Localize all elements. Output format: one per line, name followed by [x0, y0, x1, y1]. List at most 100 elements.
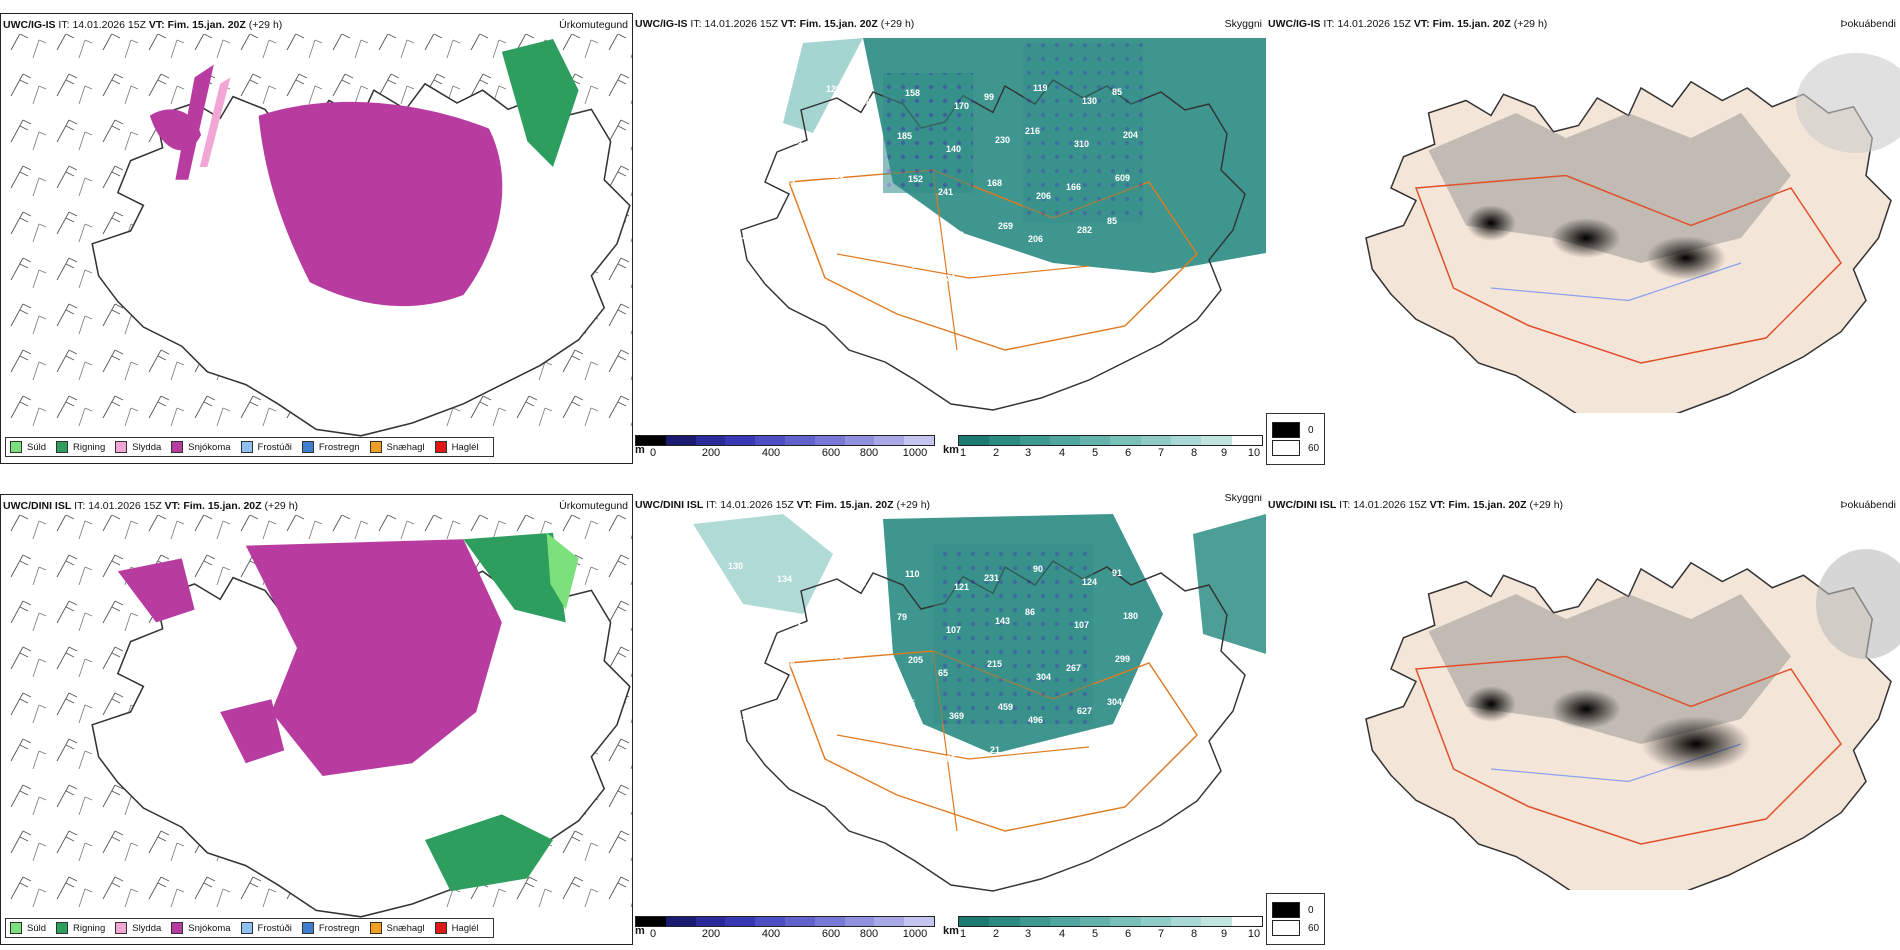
cloud-map: 107 98 129 148 158 170 99 119 130 85 16 251 131 110 18…	[728, 38, 1266, 411]
tick: 400	[761, 447, 781, 459]
legend-swatch	[240, 441, 253, 453]
legend-swatch	[301, 441, 314, 453]
tick: 200	[701, 928, 721, 940]
cbar-seg	[1080, 436, 1111, 445]
panel-title: UWC/IG-IS IT: 14.01.2026 15Z VT: Fim. 15…	[635, 18, 915, 30]
cbar-seg	[784, 917, 815, 926]
cloud-height-label: 241	[772, 703, 787, 713]
cbar-seg	[844, 436, 875, 445]
cbar-seg	[874, 436, 905, 445]
cloud-height-label: 154	[1069, 268, 1084, 278]
cloud-height-label: 91	[1112, 568, 1122, 578]
tick: 0	[649, 928, 657, 940]
tick: 3	[1024, 928, 1032, 940]
cbar-seg	[989, 917, 1020, 926]
cloud-height-label: 766	[862, 269, 877, 279]
cbar-seg	[1019, 436, 1050, 445]
cbar-seg	[904, 436, 934, 445]
cbar-seg	[695, 917, 726, 926]
fog-legend-2: 0 60	[1266, 893, 1326, 945]
cbar-ticks: 1 2 3 4 5 6 7 8 9 10	[958, 927, 1263, 940]
cloud-height-label: 140	[870, 226, 885, 236]
panel-tag: Þokuábendi	[1840, 499, 1896, 511]
tick: 8	[1190, 447, 1198, 459]
tick: 4	[1058, 928, 1066, 940]
legend-swatch	[171, 922, 184, 934]
panel-title: UWC/DINI ISL IT: 14.01.2026 15Z VT: Fim.…	[3, 500, 299, 512]
cloud-height-label: 98	[777, 93, 787, 103]
cbar-seg	[1140, 917, 1172, 926]
legend-swatch	[171, 441, 184, 453]
tick: 7	[1157, 928, 1165, 940]
cbar-seg	[665, 436, 696, 445]
cloud-height-label: 86	[1025, 607, 1035, 617]
tick: 200	[701, 447, 721, 459]
cloud-height-label: 352	[734, 755, 749, 765]
cbar-seg	[755, 436, 785, 445]
cloud-height-label: 134	[777, 574, 792, 584]
cloud-height-label: 129	[826, 84, 841, 94]
cloud-base-colorbar: 0 200 400 600 800 1000	[635, 435, 935, 459]
cbar-seg	[636, 917, 666, 926]
legend-swatch	[10, 922, 22, 934]
panel-title: UWC/DINI ISL IT: 14.01.2026 15Z VT: Fim.…	[1268, 499, 1564, 511]
cloud-height-label: 170	[954, 101, 969, 111]
tick: 9	[1220, 928, 1228, 940]
legend-swatch	[10, 441, 22, 453]
cloud-height-label: 200	[780, 660, 795, 670]
visibility-colorbar: 1 2 3 4 5 6 7 8 9 10	[958, 435, 1263, 459]
tick: 8	[1190, 928, 1198, 940]
cloud-height-label: 279	[734, 274, 749, 284]
tick: 3	[1024, 447, 1032, 459]
cbar-seg	[784, 436, 815, 445]
cbar-unit-km: km	[943, 925, 959, 937]
panel-tag: Skyggni	[1224, 494, 1262, 504]
cloud-height-label: 459	[998, 702, 1013, 712]
legend-swatch	[434, 441, 447, 453]
cloud-height-label: 119	[1033, 83, 1048, 93]
tick: 6	[1124, 928, 1132, 940]
tick: 5	[1091, 928, 1099, 940]
cloud-height-label: 196	[1039, 277, 1054, 287]
cloud-height-label: 227	[859, 664, 874, 674]
cloud-height-label: 298	[829, 651, 844, 661]
cloud-height-label: 143	[995, 616, 1010, 626]
legend-item: Súld	[10, 441, 46, 453]
cbar-ticks: 0 200 400 600 800 1000	[635, 927, 935, 940]
legend-swatch	[56, 441, 69, 453]
legend-item: Haglél	[434, 922, 479, 934]
tick: 4	[1058, 447, 1066, 459]
panel-title: UWC/IG-IS IT: 14.01.2026 15Z VT: Fim. 15…	[1268, 18, 1548, 30]
cbar-seg	[1110, 436, 1141, 445]
cbar-seg	[1201, 917, 1232, 926]
precip-legend: Súld Rigning Slydda Snjókoma Frostúði Fr…	[5, 918, 494, 938]
cloud-height-label: 457	[870, 707, 885, 717]
tick: 800	[859, 447, 879, 459]
cloud-height-label: 130	[1082, 96, 1097, 106]
cbar-seg	[1049, 436, 1081, 445]
precip-panel-2: UWC/DINI ISL IT: 14.01.2026 15Z VT: Fim.…	[0, 494, 633, 945]
cloud-height-label: 206	[1028, 234, 1043, 244]
cloud-height-label: 321	[941, 273, 956, 283]
tick: 800	[859, 928, 879, 940]
cloud-height-label: 107	[946, 625, 961, 635]
cbar-bars	[958, 435, 1263, 446]
cloud-height-label: 251	[788, 136, 803, 146]
tick: 1	[959, 447, 967, 459]
cloud-height-label: 609	[1115, 173, 1130, 183]
legend-swatch	[369, 441, 382, 453]
cloud-height-label: 168	[987, 178, 1002, 188]
fog-swatch	[1272, 920, 1300, 936]
cloud-height-label: 124	[1082, 577, 1097, 587]
tick: 600	[821, 928, 841, 940]
legend-item: Súld	[10, 922, 46, 934]
legend-item: Slydda	[115, 441, 161, 453]
cloud-height-label: 180	[1123, 611, 1138, 621]
legend-swatch	[434, 922, 447, 934]
legend-item: Slydda	[115, 922, 161, 934]
fog-swatch	[1272, 902, 1300, 918]
fog-legend-1: 0 60	[1266, 413, 1326, 465]
cloud-height-label: 216	[1025, 126, 1040, 136]
tick: 1	[959, 928, 967, 940]
cbar-seg	[1080, 917, 1111, 926]
